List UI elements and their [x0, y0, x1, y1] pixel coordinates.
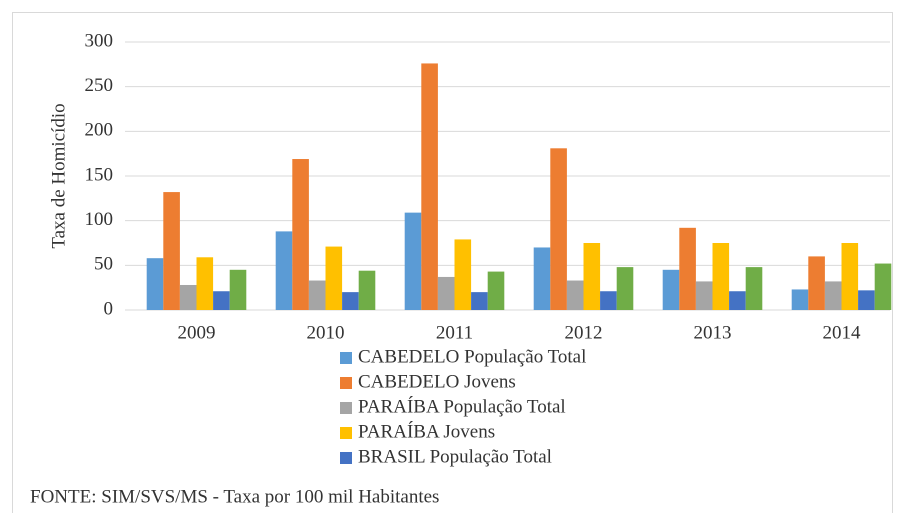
bar [454, 239, 472, 310]
y-tick-label: 300 [85, 30, 114, 51]
y-tick-label: 250 [85, 75, 114, 96]
bar [808, 256, 825, 310]
bar [600, 291, 617, 310]
bar [404, 212, 422, 310]
bar [824, 281, 842, 310]
bar [421, 63, 438, 310]
bar [874, 263, 892, 310]
bar [163, 192, 180, 310]
x-tick-label: 2010 [307, 322, 345, 343]
x-tick-label: 2013 [694, 322, 732, 343]
bar [471, 292, 488, 310]
legend-swatch [340, 427, 352, 439]
bar [213, 291, 230, 310]
y-axis-label: Taxa de Homicídio [48, 103, 69, 248]
chart-frame [12, 12, 893, 513]
bar [566, 280, 584, 310]
legend-swatch [340, 352, 352, 364]
bar [146, 258, 164, 310]
legend-label: CABEDELO Jovens [358, 371, 516, 392]
bar [358, 270, 376, 310]
bar [308, 280, 326, 310]
bar [616, 267, 634, 310]
bar [679, 227, 696, 310]
legend-label: CABEDELO População Total [358, 346, 586, 367]
bar [583, 243, 601, 310]
y-tick-label: 200 [85, 120, 114, 141]
y-tick-label: 150 [85, 164, 114, 185]
bar [791, 289, 809, 310]
bar [550, 148, 567, 310]
bar [487, 271, 505, 310]
y-tick-label: 100 [85, 209, 114, 230]
bar [858, 290, 875, 310]
legend-swatch [340, 377, 352, 389]
bar [729, 291, 746, 310]
bar [325, 246, 343, 310]
legend-swatch [340, 402, 352, 414]
bar [275, 231, 293, 310]
bar [229, 269, 247, 310]
bar [196, 257, 214, 310]
bar [695, 281, 713, 310]
x-tick-label: 2014 [823, 322, 862, 343]
legend-label: PARAÍBA Jovens [358, 420, 495, 442]
legend-label: PARAÍBA População Total [358, 395, 566, 417]
source-note: FONTE: SIM/SVS/MS - Taxa por 100 mil Hab… [30, 486, 439, 507]
bar [533, 247, 551, 310]
bar [662, 269, 680, 310]
bar [712, 243, 730, 310]
y-tick-label: 50 [94, 254, 113, 275]
bar [179, 284, 197, 310]
bar [745, 267, 763, 310]
x-tick-label: 2012 [565, 322, 603, 343]
bar [437, 276, 455, 310]
legend-label: BRASIL População Total [358, 446, 552, 467]
bar [342, 292, 359, 310]
bar [292, 159, 309, 310]
x-tick-label: 2011 [436, 322, 473, 343]
y-tick-label: 0 [104, 298, 114, 319]
legend-swatch [340, 452, 352, 464]
x-tick-label: 2009 [178, 322, 216, 343]
bar [841, 243, 859, 310]
